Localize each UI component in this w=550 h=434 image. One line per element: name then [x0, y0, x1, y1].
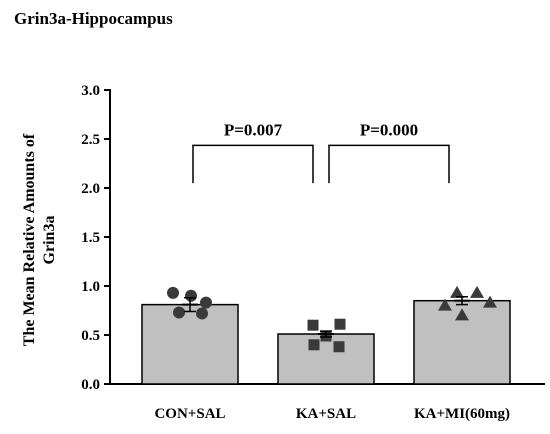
y-tick-label: 2.5 — [81, 132, 100, 148]
y-tick-label: 0.5 — [81, 328, 100, 344]
bar — [141, 303, 239, 385]
y-tick-label: 3.0 — [81, 83, 100, 99]
data-point — [334, 318, 346, 330]
y-axis-label-line-2: Grin3a — [41, 216, 58, 265]
y-tick-label: 0.0 — [81, 377, 100, 393]
y-tick-label: 2.0 — [81, 181, 100, 197]
data-point — [307, 319, 319, 331]
p-value-label: P=0.000 — [360, 120, 418, 139]
data-point — [200, 296, 212, 309]
x-tick-label: KA+MI(60mg) — [414, 406, 510, 422]
data-point — [308, 339, 320, 351]
data-point — [455, 308, 469, 321]
significance-bracket — [192, 144, 314, 184]
plot-area: 0.0 0.5 1.0 1.5 2.0 2.5 3.0 CON+SAL KA+SAL KA+MI(… — [81, 83, 545, 422]
bar — [277, 333, 375, 385]
data-point — [438, 298, 452, 311]
x-tick-label: CON+SAL — [154, 406, 225, 422]
data-point — [173, 306, 185, 319]
data-point — [185, 289, 197, 302]
y-tick-label: 1.5 — [81, 230, 100, 246]
data-point — [333, 341, 345, 353]
x-tick-label: KA+SAL — [296, 406, 356, 422]
data-point — [470, 285, 484, 298]
significance-bracket — [328, 144, 450, 184]
data-point — [196, 307, 208, 320]
y-tick-label: 1.0 — [81, 279, 100, 295]
data-point — [483, 295, 497, 308]
data-point — [167, 286, 179, 299]
data-point — [450, 285, 464, 298]
y-axis-label: The Mean Relative Amounts of Grin3a — [21, 133, 58, 346]
y-axis-label-line-1: The Mean Relative Amounts of — [21, 133, 38, 346]
chart-title: Grin3a-Hippocampus — [14, 9, 173, 28]
p-value-label: P=0.007 — [224, 120, 283, 139]
